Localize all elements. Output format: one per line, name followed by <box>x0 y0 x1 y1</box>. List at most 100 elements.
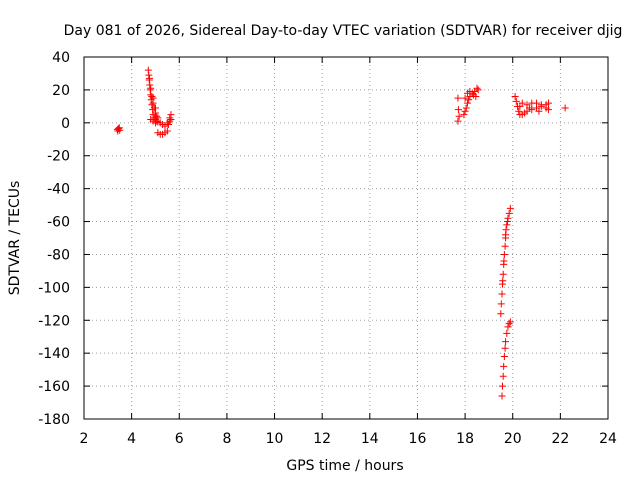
data-point <box>147 84 155 92</box>
y-tick-label: -80 <box>47 247 70 263</box>
data-point <box>561 104 569 112</box>
data-point <box>466 88 474 96</box>
point-cluster-19.5-20h-lower <box>498 318 514 400</box>
data-point <box>501 344 509 352</box>
data-point <box>499 277 507 285</box>
data-point <box>115 124 123 132</box>
data-point <box>515 107 523 115</box>
data-point <box>500 257 508 265</box>
x-axis: 2 4 6 8 10 12 14 16 18 20 22 24 <box>80 57 617 447</box>
x-tick-label: 8 <box>222 431 231 447</box>
data-point <box>146 74 153 82</box>
data-point <box>500 352 508 360</box>
data-point <box>163 127 171 135</box>
data-point <box>472 92 480 100</box>
y-tick-label: 0 <box>61 116 70 132</box>
data-point <box>498 382 506 390</box>
data-point <box>501 242 509 250</box>
data-point <box>461 107 469 115</box>
grid <box>84 57 608 419</box>
x-tick-label: 18 <box>456 431 474 447</box>
x-tick-label: 2 <box>80 431 89 447</box>
data-point <box>533 99 541 107</box>
y-tick-label: -160 <box>38 379 70 395</box>
data-point <box>537 101 545 109</box>
data-point <box>114 127 122 135</box>
data-point <box>463 99 471 107</box>
data-point <box>503 329 511 337</box>
y-axis-label: SDTVAR / TECUs <box>7 181 23 296</box>
data-point <box>516 102 524 110</box>
data-point <box>499 270 507 278</box>
point-cluster-4.7-5.7h <box>144 66 175 138</box>
y-tick-label: -180 <box>38 412 70 428</box>
data-point <box>151 119 159 127</box>
data-point <box>506 204 514 212</box>
data-point <box>149 94 157 102</box>
data-point <box>154 114 162 122</box>
data-point <box>461 94 469 102</box>
data-point <box>166 117 174 125</box>
data-point <box>462 104 470 112</box>
data-point <box>497 310 505 318</box>
data-point <box>474 86 482 94</box>
data-point <box>512 97 520 105</box>
x-tick-label: 10 <box>266 431 284 447</box>
data-point <box>167 116 175 124</box>
data-point <box>506 318 514 326</box>
x-tick-label: 6 <box>175 431 184 447</box>
data-point <box>503 221 511 229</box>
data-point <box>544 106 552 114</box>
data-point <box>500 250 508 258</box>
x-tick-label: 4 <box>127 431 136 447</box>
data-point <box>505 320 513 328</box>
x-tick-label: 12 <box>313 431 331 447</box>
data-point <box>465 96 473 104</box>
x-tick-label: 22 <box>551 431 569 447</box>
data-point <box>454 117 462 125</box>
y-tick-label: 20 <box>52 83 70 99</box>
data-points <box>113 66 569 400</box>
data-point <box>502 338 510 346</box>
data-point <box>499 372 507 380</box>
y-tick-label: -60 <box>47 215 70 231</box>
y-tick-label: -100 <box>38 280 70 296</box>
data-point <box>502 231 510 239</box>
data-point <box>525 104 533 112</box>
y-tick-label: -40 <box>47 182 70 198</box>
data-point <box>454 106 462 114</box>
y-tick-label: -120 <box>38 313 70 329</box>
point-cluster-20.1-22.2h <box>511 92 569 119</box>
y-tick-label: -140 <box>38 346 70 362</box>
x-tick-label: 20 <box>504 431 522 447</box>
data-point <box>165 120 173 128</box>
data-point <box>147 96 155 104</box>
point-cluster-17.7-18.6h <box>454 84 482 125</box>
y-axis: -180 -160 -140 -120 -100 -80 -60 -40 -20 0 20 40 <box>38 50 608 428</box>
point-cluster-19.5-20h-upper <box>497 204 514 318</box>
data-point <box>455 112 463 120</box>
data-point <box>535 107 543 115</box>
data-point <box>503 218 511 226</box>
x-axis-label: GPS time / hours <box>286 458 403 474</box>
data-point <box>497 300 505 308</box>
plot-frame <box>83 56 609 420</box>
data-point <box>511 92 519 100</box>
data-point <box>544 99 552 107</box>
y-tick-label: -20 <box>47 149 70 165</box>
y-tick-label: 40 <box>52 50 70 66</box>
data-point <box>500 362 508 370</box>
data-point <box>504 323 512 331</box>
data-point <box>473 84 481 92</box>
chart-title: Day 081 of 2026, Sidereal Day-to-day VTE… <box>64 23 623 39</box>
data-point <box>148 92 156 100</box>
x-tick-label: 16 <box>409 431 427 447</box>
data-point <box>498 290 506 298</box>
data-point <box>460 111 468 119</box>
data-point <box>454 94 462 102</box>
x-tick-label: 24 <box>599 431 617 447</box>
point-cluster-3.4h <box>113 124 124 135</box>
data-point <box>498 392 506 400</box>
x-tick-label: 14 <box>361 431 379 447</box>
